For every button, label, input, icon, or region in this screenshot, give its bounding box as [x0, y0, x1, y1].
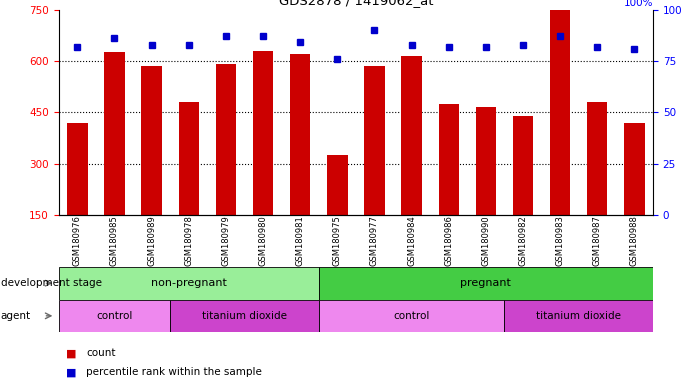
Bar [59, 267, 319, 300]
Text: GSM180987: GSM180987 [593, 215, 602, 266]
Bar [216, 65, 236, 215]
Text: GSM180981: GSM180981 [296, 215, 305, 266]
Bar [587, 102, 607, 215]
Bar [364, 66, 385, 215]
Bar [59, 300, 170, 332]
Bar [142, 66, 162, 215]
Bar [401, 56, 422, 215]
Text: GSM180990: GSM180990 [482, 216, 491, 266]
Text: GSM180989: GSM180989 [147, 215, 156, 266]
Bar [475, 107, 496, 215]
Text: GSM180985: GSM180985 [110, 215, 119, 266]
Bar [624, 122, 645, 215]
Title: GDS2878 / 1419062_at: GDS2878 / 1419062_at [278, 0, 433, 7]
Bar [319, 300, 504, 332]
Bar [439, 104, 459, 215]
Text: GSM180984: GSM180984 [407, 215, 416, 266]
Bar [253, 51, 273, 215]
Text: 100%: 100% [623, 0, 653, 8]
Text: GSM180979: GSM180979 [221, 215, 230, 266]
Bar [319, 267, 653, 300]
Bar [67, 122, 88, 215]
Text: GSM180982: GSM180982 [518, 215, 527, 266]
Text: pregnant: pregnant [460, 278, 511, 288]
Text: GSM180988: GSM180988 [630, 215, 639, 266]
Text: development stage: development stage [1, 278, 102, 288]
Text: titanium dioxide: titanium dioxide [202, 311, 287, 321]
Text: GSM180975: GSM180975 [333, 215, 342, 266]
Text: GSM180986: GSM180986 [444, 215, 453, 266]
Text: titanium dioxide: titanium dioxide [536, 311, 621, 321]
Bar [327, 155, 348, 215]
Text: agent: agent [1, 311, 31, 321]
Text: control: control [96, 311, 133, 321]
Text: GSM180978: GSM180978 [184, 215, 193, 266]
Bar [504, 300, 653, 332]
Bar [104, 52, 124, 215]
Text: GSM180977: GSM180977 [370, 215, 379, 266]
Text: ■: ■ [66, 348, 76, 358]
Text: GSM180976: GSM180976 [73, 215, 82, 266]
Text: GSM180983: GSM180983 [556, 215, 565, 266]
Text: ■: ■ [66, 367, 76, 377]
Text: control: control [393, 311, 430, 321]
Text: count: count [86, 348, 116, 358]
Text: GSM180980: GSM180980 [258, 215, 267, 266]
Text: percentile rank within the sample: percentile rank within the sample [86, 367, 263, 377]
Bar [290, 54, 310, 215]
Text: non-pregnant: non-pregnant [151, 278, 227, 288]
Bar [513, 116, 533, 215]
Bar [178, 102, 199, 215]
Bar [170, 300, 319, 332]
Bar [550, 3, 570, 215]
